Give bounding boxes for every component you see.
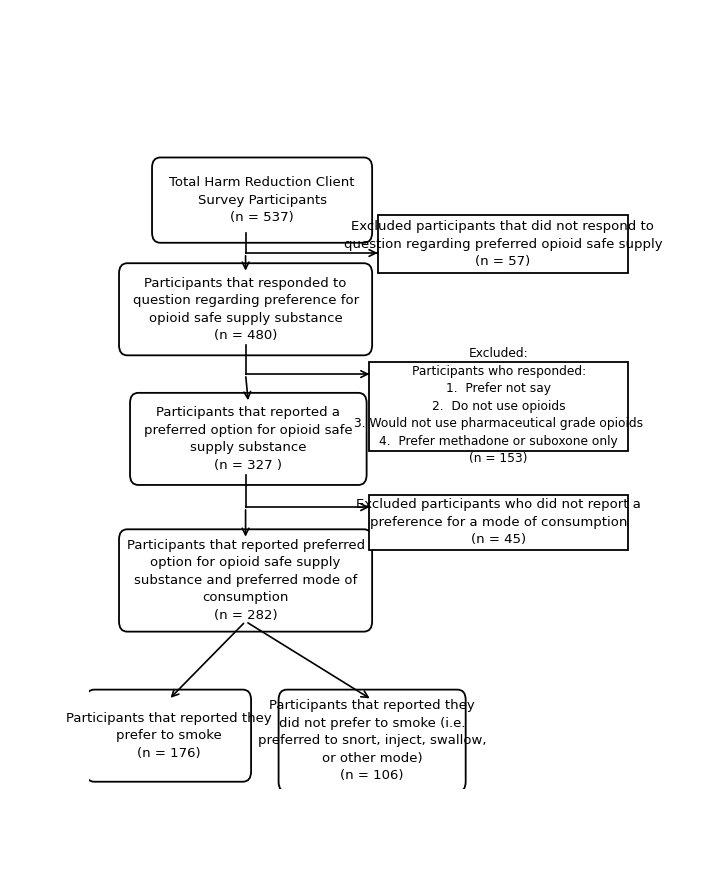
Text: Participants that reported a
preferred option for opioid safe
supply substance
(: Participants that reported a preferred o… — [144, 406, 353, 471]
FancyBboxPatch shape — [119, 529, 372, 632]
Text: Excluded participants who did not report a
preference for a mode of consumption
: Excluded participants who did not report… — [356, 499, 641, 547]
FancyBboxPatch shape — [369, 362, 628, 451]
FancyBboxPatch shape — [278, 689, 466, 792]
Text: Participants that reported preferred
option for opioid safe supply
substance and: Participants that reported preferred opt… — [126, 539, 365, 622]
FancyBboxPatch shape — [378, 215, 628, 274]
FancyBboxPatch shape — [86, 689, 251, 781]
FancyBboxPatch shape — [119, 263, 372, 355]
Text: Participants that responded to
question regarding preference for
opioid safe sup: Participants that responded to question … — [133, 276, 359, 342]
FancyBboxPatch shape — [152, 158, 372, 243]
Text: Participants that reported they
did not prefer to smoke (i.e.
preferred to snort: Participants that reported they did not … — [258, 699, 486, 782]
Text: Excluded participants that did not respond to
question regarding preferred opioi: Excluded participants that did not respo… — [344, 221, 662, 268]
Text: Total Harm Reduction Client
Survey Participants
(n = 537): Total Harm Reduction Client Survey Parti… — [169, 176, 355, 224]
FancyBboxPatch shape — [130, 392, 366, 485]
FancyBboxPatch shape — [369, 495, 628, 549]
Text: Participants that reported they
prefer to smoke
(n = 176): Participants that reported they prefer t… — [65, 711, 271, 759]
Text: Excluded:
Participants who responded:
1.  Prefer not say
2.  Do not use opioids
: Excluded: Participants who responded: 1.… — [354, 347, 643, 465]
